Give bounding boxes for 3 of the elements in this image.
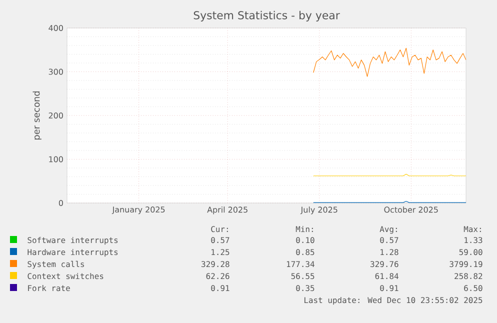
- y-axis-title: per second: [32, 91, 42, 140]
- line-series: [313, 48, 466, 77]
- chart-title: System Statistics - by year: [194, 10, 340, 22]
